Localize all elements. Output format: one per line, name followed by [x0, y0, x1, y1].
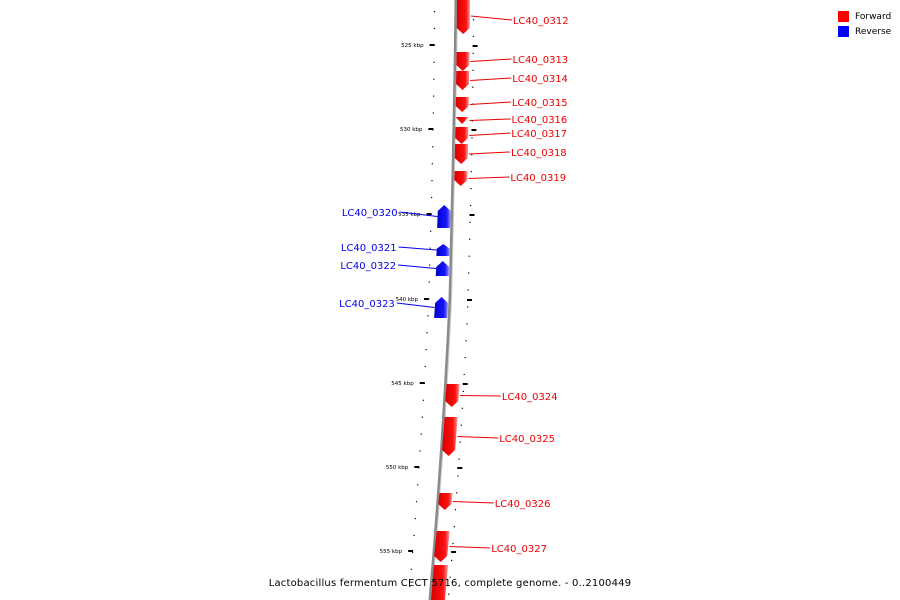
- gene-label[interactable]: LC40_0324: [502, 392, 558, 403]
- scale-label: 525 kbp: [401, 43, 424, 49]
- gene-label[interactable]: LC40_0317: [511, 129, 567, 140]
- gene-leader-line: [457, 436, 499, 439]
- gene-label[interactable]: LC40_0318: [511, 148, 567, 159]
- gene-arrow[interactable]: [455, 97, 469, 112]
- gene-LC40_0314[interactable]: LC40_0314: [456, 71, 568, 90]
- major-tick-right: [462, 383, 468, 385]
- gene-arrow[interactable]: [437, 205, 451, 228]
- gene-arrow[interactable]: [438, 493, 453, 510]
- gene-LC40_0322[interactable]: LC40_0322: [340, 261, 450, 276]
- gene-leader-line: [399, 211, 438, 217]
- gene-leader-line: [469, 132, 511, 136]
- gene-arrow[interactable]: [454, 144, 469, 164]
- gene-label[interactable]: LC40_0322: [340, 261, 396, 272]
- gene-arrow[interactable]: [445, 384, 460, 407]
- gene-LC40_0318[interactable]: LC40_0318: [454, 144, 567, 164]
- major-tick-left: [428, 128, 434, 130]
- gene-LC40_0324[interactable]: LC40_0324: [445, 384, 558, 407]
- gene-arrow[interactable]: [455, 117, 469, 124]
- genes-layer: LC40_0312 LC40_0313 LC40_0314 LC40_0315 LC40…: [339, 0, 569, 600]
- gene-arrow[interactable]: [442, 417, 458, 456]
- gene-LC40_0326[interactable]: LC40_0326: [438, 493, 550, 510]
- gene-leader-line: [398, 264, 437, 269]
- gene-arrow[interactable]: [454, 171, 468, 186]
- major-tick-right: [467, 299, 472, 301]
- gene-LC40_0327[interactable]: LC40_0327: [434, 531, 547, 562]
- major-tick-left: [419, 382, 425, 384]
- legend-forward-label: Forward: [855, 11, 892, 22]
- genome-backbone: [428, 0, 458, 600]
- gene-label[interactable]: LC40_0319: [510, 173, 566, 184]
- legend-forward: Forward: [838, 9, 891, 24]
- gene-label[interactable]: LC40_0313: [512, 55, 568, 66]
- gene-label[interactable]: LC40_0312: [513, 16, 569, 27]
- legend: Forward Reverse: [838, 9, 891, 39]
- gene-arrow[interactable]: [434, 531, 450, 562]
- gene-partial-bottom: [431, 565, 448, 600]
- major-tick-left: [429, 44, 435, 46]
- major-tick-right: [451, 551, 457, 553]
- major-tick-left: [408, 550, 414, 552]
- gene-label[interactable]: LC40_0321: [341, 243, 397, 254]
- gene-LC40_0323[interactable]: LC40_0323: [339, 297, 449, 318]
- scale-label: 535 kbp: [398, 212, 421, 218]
- legend-reverse-label: Reverse: [855, 26, 892, 37]
- gene-leader-line: [398, 246, 437, 251]
- major-tick-left: [414, 466, 420, 468]
- gene-label[interactable]: LC40_0326: [495, 499, 551, 510]
- gene-leader-line: [469, 118, 511, 121]
- legend-reverse-swatch: [838, 26, 849, 37]
- gene-arrow[interactable]: [455, 127, 469, 144]
- major-tick-right: [469, 214, 475, 216]
- gene-leader-line: [452, 501, 494, 504]
- gene-leader-line: [470, 58, 512, 62]
- scale-label: 530 kbp: [400, 127, 423, 133]
- gene-leader-line: [459, 395, 501, 397]
- gene-leader-line: [470, 77, 512, 81]
- gene-leader-line: [470, 15, 512, 21]
- gene-LC40_0317[interactable]: LC40_0317: [455, 127, 567, 144]
- major-tick-left: [426, 213, 432, 215]
- gene-label[interactable]: LC40_0325: [499, 434, 555, 445]
- gene-LC40_0320[interactable]: LC40_0320: [342, 205, 451, 228]
- gene-LC40_0312[interactable]: LC40_0312: [456, 0, 569, 34]
- genome-caption: Lactobacillus fermentum CECT 5716, compl…: [268, 578, 632, 589]
- gene-arrow[interactable]: [456, 71, 470, 90]
- gene-leader-line: [468, 151, 510, 155]
- gene-LC40_0316[interactable]: LC40_0316: [455, 115, 568, 126]
- gene-leader-line: [396, 302, 435, 308]
- scale-label: 545 kbp: [391, 381, 414, 387]
- gene-leader-line: [449, 546, 491, 549]
- gene-label[interactable]: LC40_0315: [512, 98, 568, 109]
- scale-label: 555 kbp: [380, 549, 403, 555]
- legend-forward-swatch: [838, 11, 849, 22]
- gene-arrow[interactable]: [456, 0, 470, 34]
- major-tick-left: [424, 298, 429, 300]
- gene-label[interactable]: LC40_0327: [491, 544, 547, 555]
- gene-LC40_0313[interactable]: LC40_0313: [456, 52, 568, 71]
- gene-LC40_0321[interactable]: LC40_0321: [341, 243, 450, 256]
- gene-arrow[interactable]: [435, 261, 450, 276]
- gene-LC40_0325[interactable]: LC40_0325: [442, 417, 555, 456]
- gene-label[interactable]: LC40_0323: [339, 299, 395, 310]
- scale-label: 540 kbp: [396, 297, 419, 303]
- gene-LC40_0315[interactable]: LC40_0315: [455, 97, 568, 112]
- gene-label[interactable]: LC40_0316: [512, 115, 568, 126]
- gene-arrow[interactable]: [436, 244, 450, 256]
- gene-label[interactable]: LC40_0314: [512, 74, 568, 85]
- major-tick-right: [471, 129, 477, 131]
- scale-label: 550 kbp: [386, 465, 409, 471]
- gene-arrow[interactable]: [434, 297, 449, 318]
- gene-leader-line: [468, 176, 510, 179]
- gene-leader-line: [469, 101, 511, 105]
- gene-LC40_0319[interactable]: LC40_0319: [454, 171, 566, 186]
- scale-ticks: 525 kbp 530 kbp 535 kbp 540 kbp 545 kbp 550 k…: [380, 11, 478, 595]
- gene-label[interactable]: LC40_0320: [342, 208, 398, 219]
- major-tick-right: [457, 467, 463, 469]
- legend-reverse: Reverse: [838, 24, 891, 39]
- gene-arrow[interactable]: [456, 52, 470, 71]
- major-tick-right: [472, 45, 478, 47]
